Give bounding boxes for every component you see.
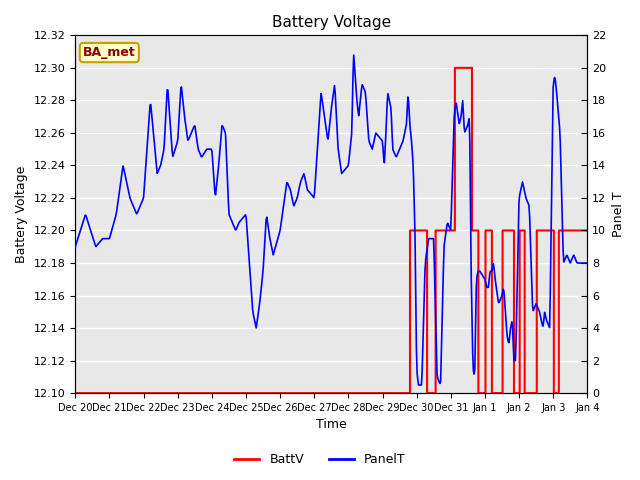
X-axis label: Time: Time <box>316 419 347 432</box>
Title: Battery Voltage: Battery Voltage <box>272 15 391 30</box>
Legend: BattV, PanelT: BattV, PanelT <box>229 448 411 471</box>
Y-axis label: Panel T: Panel T <box>612 192 625 237</box>
Y-axis label: Battery Voltage: Battery Voltage <box>15 166 28 263</box>
Text: BA_met: BA_met <box>83 46 136 59</box>
